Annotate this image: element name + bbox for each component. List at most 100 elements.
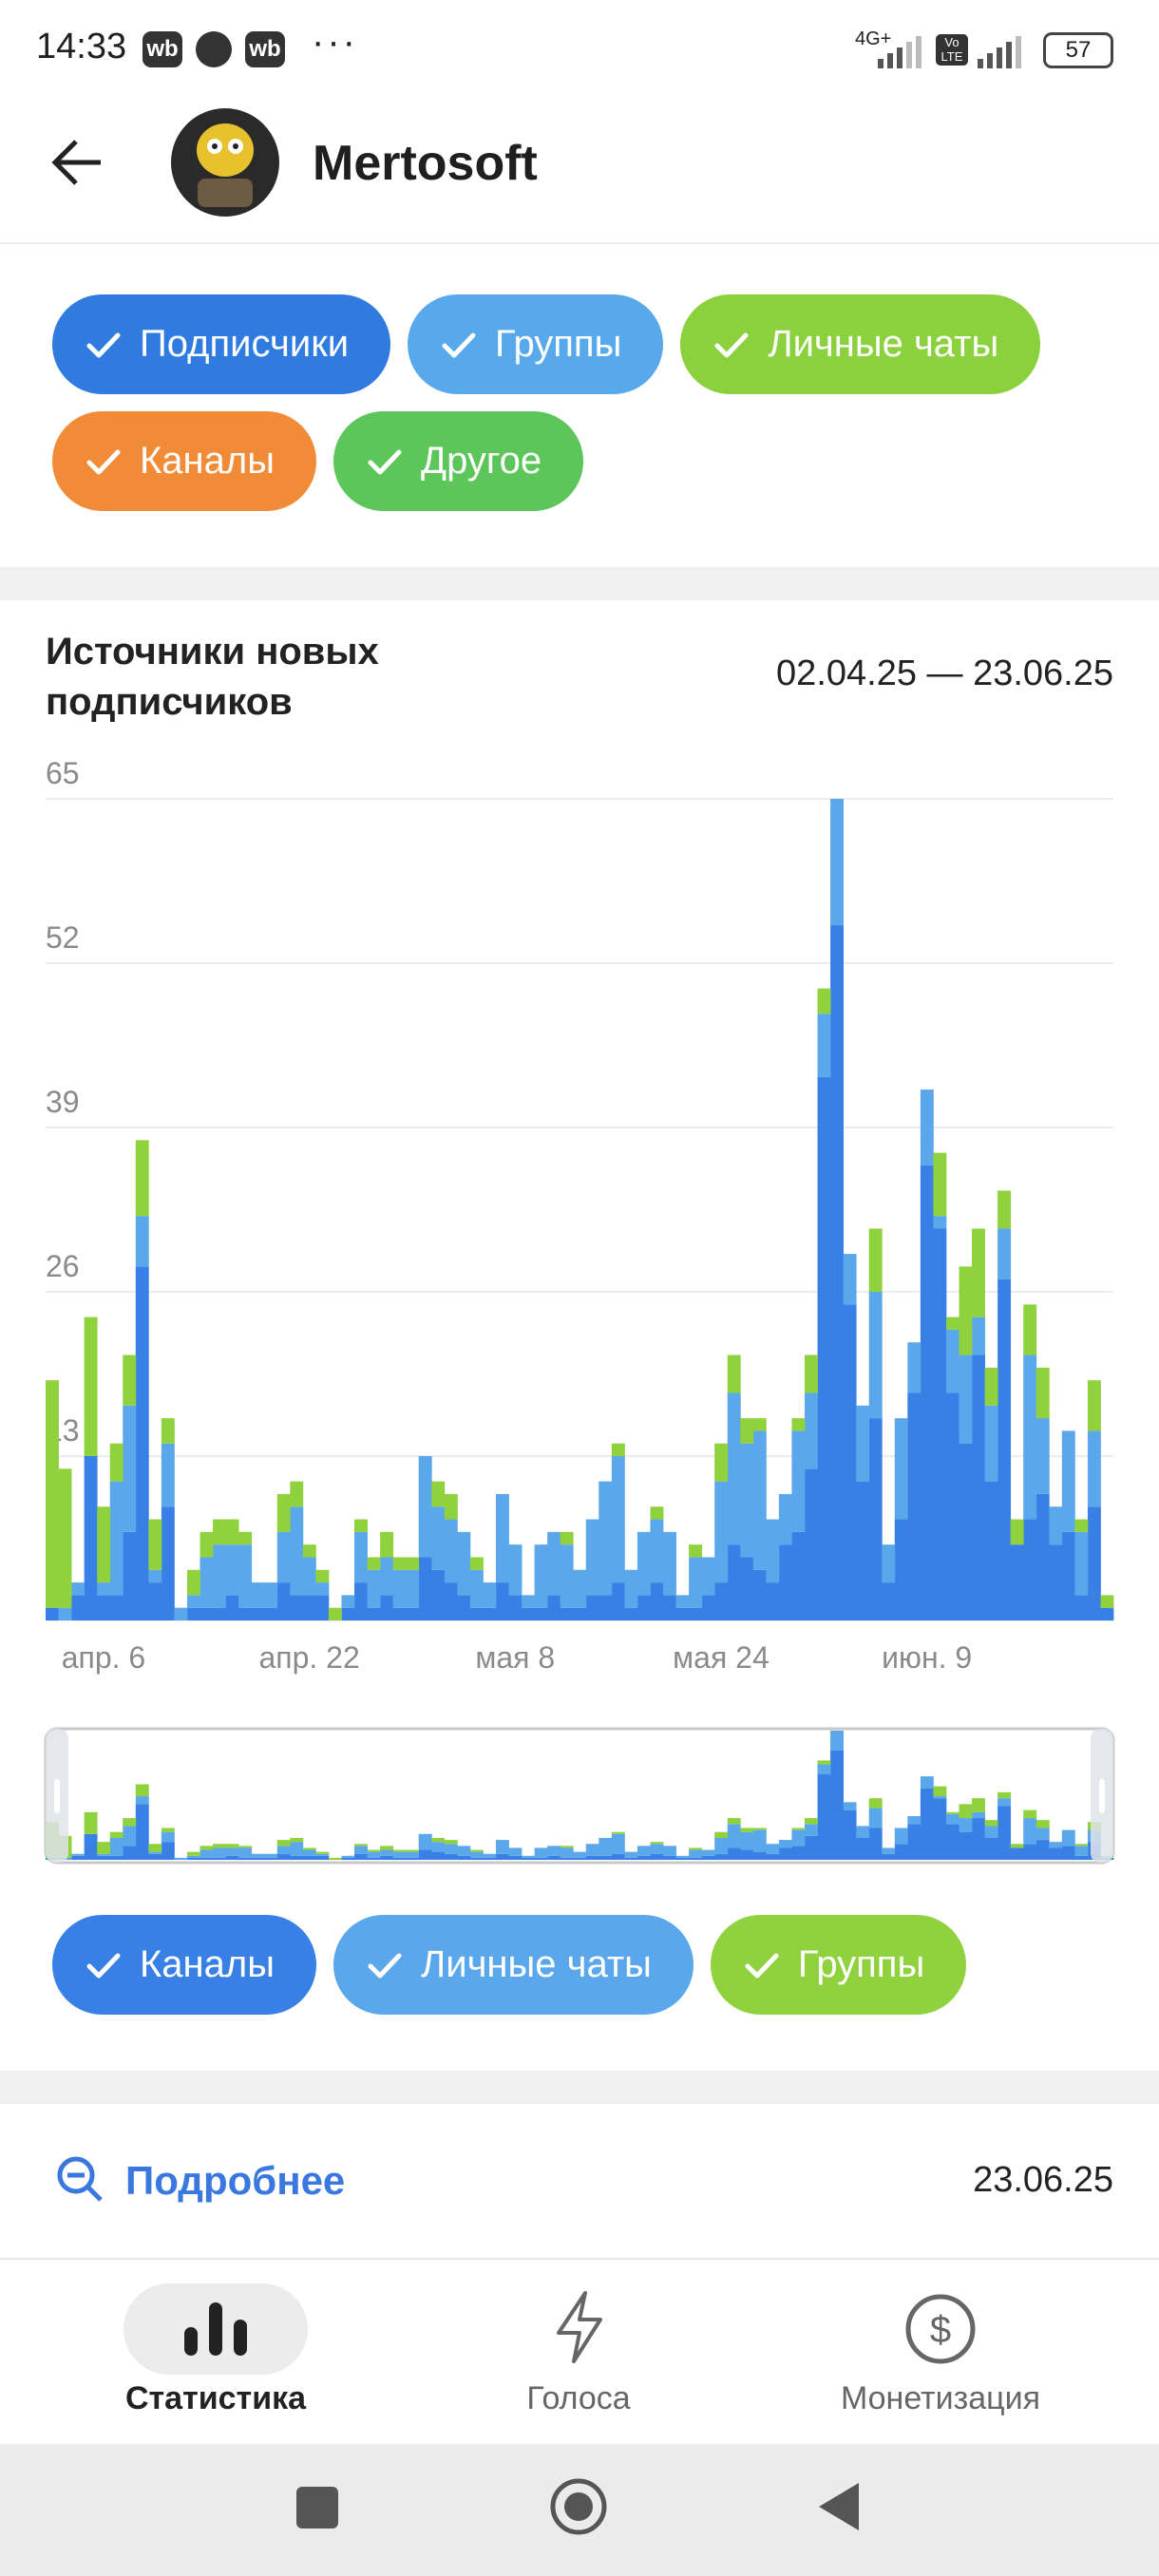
chip[interactable]: Каналы [52, 1915, 316, 2015]
navigator-bar-segment [1036, 1820, 1050, 1828]
navigator-bar-segment [817, 1764, 831, 1775]
chip-label[interactable]: Другое [420, 440, 542, 482]
chip-label[interactable]: Группы [797, 1943, 925, 1985]
navigator-bar-segment [766, 1853, 780, 1860]
bar-segment [276, 1493, 291, 1532]
chip[interactable]: Подписчики [52, 294, 391, 394]
nav-label[interactable]: Монетизация [840, 2380, 1041, 2416]
chip-label[interactable]: Каналы [140, 440, 275, 482]
navigator-bar-segment [650, 1844, 664, 1854]
navigator-bar-segment [238, 1857, 253, 1860]
chip[interactable]: Каналы [52, 411, 316, 511]
bar-segment [689, 1557, 703, 1608]
navigator-bar-segment [341, 1857, 355, 1860]
navigator-bar-segment [598, 1837, 613, 1856]
bar-segment [367, 1607, 381, 1620]
navigator-bar-segment [534, 1857, 548, 1860]
chip-label[interactable]: Группы [495, 323, 622, 365]
bar-segment [663, 1531, 676, 1596]
bar-segment [1049, 1544, 1063, 1620]
network-type: 4G+ [855, 28, 892, 49]
zoom-out-icon[interactable] [55, 2154, 104, 2204]
bar-segment [97, 1595, 111, 1620]
back-system-button[interactable] [815, 2481, 863, 2532]
chip[interactable]: Личные чаты [332, 1915, 694, 2015]
bar-segment [945, 1316, 960, 1330]
bar-segment [444, 1493, 458, 1520]
battery: 57 [1043, 32, 1113, 68]
bar-segment [290, 1481, 304, 1507]
nav-label[interactable]: Голоса [526, 2380, 631, 2416]
bar-segment [689, 1544, 703, 1558]
navigator-bar-segment [444, 1853, 458, 1860]
navigator-bar-segment [650, 1853, 664, 1860]
navigator-bar-segment [804, 1818, 818, 1825]
bar-segment [791, 1531, 806, 1620]
back-button[interactable] [49, 138, 103, 187]
navigator-bar-segment [856, 1826, 870, 1838]
bar-segment [727, 1392, 741, 1545]
bar-segment [1010, 1544, 1024, 1620]
chip[interactable]: Группы [408, 294, 664, 394]
bar-segment [714, 1582, 729, 1620]
bar-segment [341, 1607, 355, 1620]
votes-icon[interactable] [551, 2289, 608, 2365]
bar-segment [469, 1607, 484, 1620]
navigator-bar-segment [1010, 1847, 1024, 1860]
bar-segment [636, 1531, 651, 1596]
bar-segment [766, 1519, 780, 1583]
stats-icon[interactable] [180, 2299, 251, 2359]
navigator-bar-segment [380, 1846, 394, 1850]
navigator-bar-segment [1049, 1842, 1063, 1848]
bar-segment [406, 1607, 420, 1620]
home-button[interactable] [549, 2477, 608, 2536]
navigator-bar-segment [276, 1853, 291, 1860]
bar-segment [650, 1506, 664, 1520]
monetization-icon[interactable]: $ [902, 2291, 978, 2367]
bar-segment [856, 1481, 870, 1620]
navigator-grip [1099, 1779, 1105, 1813]
navigator-bar-segment [1074, 1844, 1089, 1847]
bar-segment [714, 1443, 729, 1482]
chip-label[interactable]: Подписчики [140, 323, 350, 365]
bar-segment [1061, 1531, 1075, 1620]
navigator-bar-segment [701, 1849, 715, 1856]
navigator-bar-segment [766, 1844, 780, 1854]
navigator-bar-segment [752, 1829, 767, 1852]
avatar [171, 108, 279, 217]
chip[interactable]: Группы [710, 1915, 967, 2015]
navigator-bar-segment [457, 1855, 471, 1860]
navigator-bar-segment [161, 1831, 175, 1843]
chip[interactable]: Другое [332, 411, 584, 511]
nav-label[interactable]: Статистика [124, 2380, 307, 2416]
navigator-bar-segment [959, 1831, 973, 1860]
navigator-bar-segment [972, 1798, 985, 1812]
details-link[interactable]: Подробнее [125, 2158, 346, 2203]
bar-segment [766, 1582, 780, 1620]
navigator-bar-segment [933, 1798, 947, 1860]
chip-label[interactable]: Каналы [140, 1943, 275, 1985]
bar-segment [109, 1443, 124, 1482]
chip-label[interactable]: Личные чаты [420, 1943, 652, 1985]
navigator-bar-segment [251, 1853, 265, 1858]
svg-text:$: $ [930, 2309, 951, 2351]
navigator-bar-segment [714, 1837, 729, 1854]
bar-segment [624, 1569, 638, 1608]
navigator-bar-segment [752, 1828, 767, 1830]
bar-segment [998, 1190, 1012, 1229]
bar-segment [213, 1544, 226, 1608]
navigator-bar-segment [302, 1849, 316, 1856]
details-date: 23.06.25 [973, 2160, 1113, 2200]
recents-button[interactable] [294, 2485, 340, 2530]
bar-segment [392, 1569, 407, 1608]
navigator-bar-segment [469, 1857, 484, 1860]
navigator-bar-segment [483, 1853, 497, 1858]
navigator-bar-segment [547, 1846, 561, 1856]
navigator-bar-segment [675, 1855, 690, 1858]
bar-segment [97, 1506, 111, 1583]
navigator-bar-segment [251, 1857, 265, 1860]
chip-label[interactable]: Личные чаты [768, 323, 999, 365]
chip[interactable]: Личные чаты [680, 294, 1041, 394]
bar-segment [367, 1557, 381, 1570]
navigator-bar-segment [264, 1857, 278, 1860]
